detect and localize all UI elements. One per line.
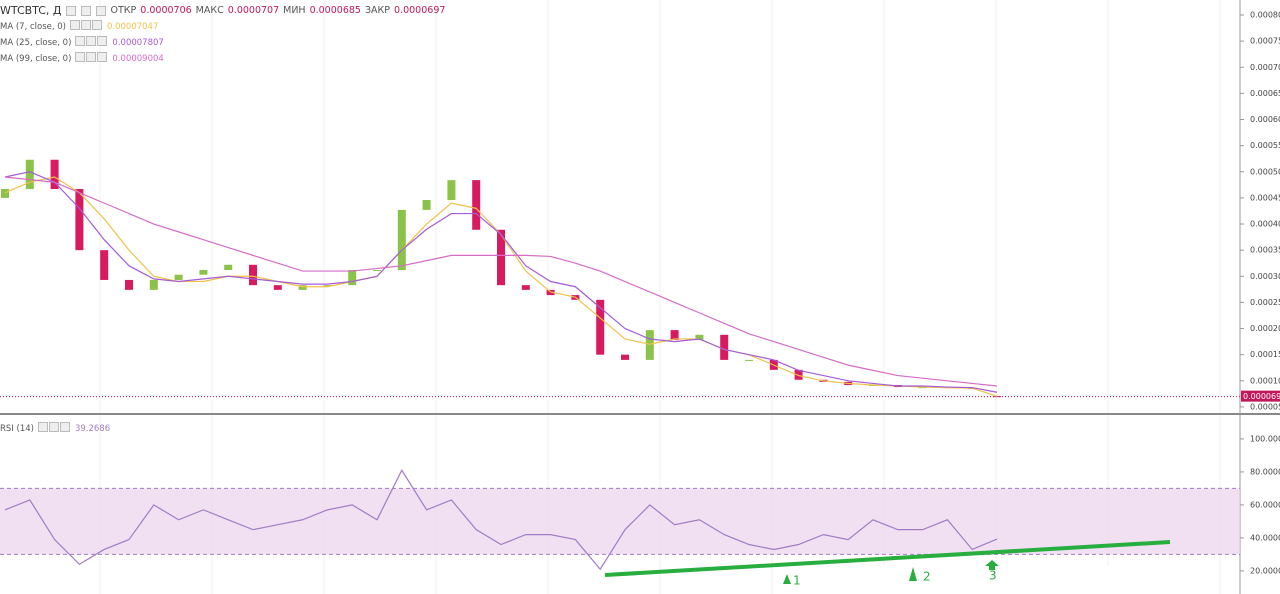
- candle: [521, 285, 530, 290]
- y-tick-label: 0.000450: [1250, 193, 1280, 202]
- candle: [323, 285, 332, 287]
- candle: [472, 180, 481, 230]
- y-tick-label: 60.0000: [1250, 500, 1280, 509]
- y-tick-label: 0.000750: [1250, 37, 1280, 46]
- y-tick-label: 0.000300: [1250, 272, 1280, 281]
- ohlc-value: 0.0000706: [140, 5, 192, 16]
- legend-name: MA (25, close, 0): [0, 37, 72, 48]
- y-tick-label: 80.0000: [1250, 467, 1280, 476]
- y-tick-label: 0.000400: [1250, 220, 1280, 229]
- candle: [273, 285, 282, 290]
- arrow: [985, 560, 999, 570]
- ohlc-value: 0.0000685: [309, 5, 361, 16]
- candle: [348, 270, 357, 286]
- ohlc-label: ОТКР: [110, 5, 137, 16]
- series-line: [4, 176, 998, 387]
- candle: [199, 270, 208, 275]
- candle: [397, 209, 406, 271]
- candle: [249, 264, 257, 286]
- ohlc-label: МАКС: [195, 5, 224, 16]
- candle: [621, 354, 629, 360]
- candle: [100, 250, 109, 280]
- last-price-label: 0.0000697: [1243, 392, 1280, 401]
- y-tick-label: 40.0000: [1250, 533, 1280, 542]
- ohlc-value: 0.0000697: [394, 5, 446, 16]
- candle: [224, 264, 233, 271]
- overlay-box: [775, 566, 1143, 594]
- y-tick-label: 100.0000: [1250, 434, 1280, 443]
- legend-item: MA (25, close, 0) 0.00007807: [0, 36, 164, 49]
- candle: [125, 279, 133, 290]
- ohlc-label: МИН: [283, 5, 306, 16]
- y-tick-label: 0.000050: [1250, 402, 1280, 411]
- rsi-band: [0, 488, 1240, 555]
- legend-value: 0.00009004: [112, 53, 164, 64]
- y-tick-label: 0.000200: [1250, 324, 1280, 333]
- y-tick-label: 20.0000: [1250, 566, 1280, 575]
- y-tick-label: 0.000350: [1250, 246, 1280, 255]
- candle: [75, 189, 84, 251]
- legend-value: 0.00007807: [112, 37, 164, 48]
- y-tick-label: 0.000500: [1250, 167, 1280, 176]
- legend-name: MA (99, close, 0): [0, 53, 72, 64]
- legend-name: MA (7, close, 0): [0, 21, 66, 32]
- candle: [695, 334, 704, 341]
- legend-item: MA (99, close, 0) 0.00009004: [0, 52, 164, 65]
- y-tick-label: 0.000800: [1250, 10, 1280, 19]
- candle: [298, 285, 307, 290]
- y-tick-label: 0.000700: [1250, 63, 1280, 72]
- legend-item: MA (7, close, 0) 0.00007047: [0, 20, 158, 33]
- ohlc-label: ЗАКР: [364, 5, 391, 16]
- candle: [447, 180, 456, 200]
- candle: [745, 359, 753, 361]
- annotation: 1: [793, 574, 801, 588]
- annotation: 2: [923, 570, 931, 584]
- y-tick-label: 0.000550: [1250, 141, 1280, 150]
- candle: [497, 229, 505, 286]
- candle: [670, 330, 679, 341]
- annotation: 3: [989, 569, 997, 583]
- candle: [1, 189, 9, 198]
- candle: [794, 369, 803, 380]
- ohlc-value: 0.0000707: [227, 5, 280, 16]
- arrow: [909, 567, 917, 581]
- candle: [25, 159, 34, 190]
- symbol: WTCBTC, Д: [0, 4, 62, 17]
- arrow: [783, 574, 791, 584]
- candle: [596, 299, 605, 355]
- legend-value: 0.00007047: [107, 21, 159, 32]
- trend-line: [604, 540, 1171, 577]
- candle: [50, 159, 59, 190]
- candle: [149, 279, 158, 290]
- y-tick-label: 0.000150: [1250, 350, 1280, 359]
- candle: [720, 334, 729, 360]
- candle: [373, 270, 381, 272]
- candle: [174, 274, 183, 280]
- y-tick-label: 0.000600: [1250, 115, 1280, 124]
- series-line: [4, 469, 998, 571]
- y-tick-label: 0.000650: [1250, 89, 1280, 98]
- symbol-header: WTCBTC, Д ОТКР 0.0000706 МАКС 0.0000707 МИ…: [0, 4, 445, 17]
- legend-value: 39.2686: [74, 423, 111, 434]
- legend-name: RSI (14): [0, 423, 34, 434]
- y-tick-label: 0.000250: [1250, 298, 1280, 307]
- candle: [422, 199, 431, 210]
- legend-item: RSI (14) 39.2686: [0, 422, 110, 435]
- last-price-tag: [1241, 390, 1280, 402]
- candle: [645, 330, 654, 360]
- series-line: [4, 171, 998, 393]
